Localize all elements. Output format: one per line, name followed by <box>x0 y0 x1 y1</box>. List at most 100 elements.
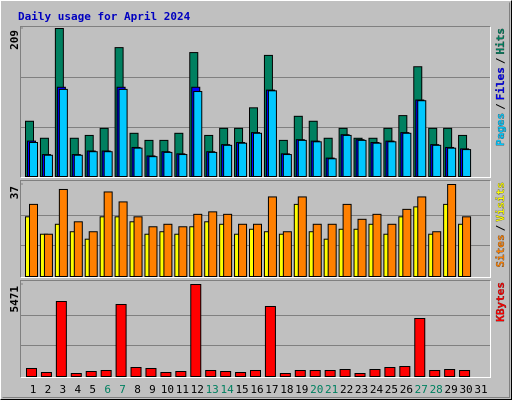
bar <box>58 188 68 277</box>
bar <box>429 369 441 377</box>
x-tick-label: 26 <box>400 383 413 396</box>
bar <box>160 371 172 377</box>
bar <box>250 369 261 377</box>
legend-entry: Sites <box>494 234 507 267</box>
x-tick-label: 14 <box>221 383 235 396</box>
panel <box>20 280 491 378</box>
legend-entry: Visits <box>494 182 507 222</box>
y-tick-label: 37 <box>8 186 21 199</box>
bar <box>55 301 67 377</box>
legend-entry: Pages <box>494 113 507 146</box>
legend-entry: Hits <box>494 28 507 55</box>
bar <box>145 367 157 377</box>
bar <box>238 142 248 177</box>
bar <box>387 141 397 177</box>
x-tick-label: 19 <box>295 383 308 396</box>
bar <box>88 151 98 178</box>
x-tick-label: 11 <box>176 383 189 396</box>
legend: KBytes <box>494 282 507 322</box>
panel-highlight <box>20 180 491 278</box>
bar <box>235 371 247 377</box>
bar <box>327 158 337 177</box>
x-tick-label: 15 <box>235 383 248 396</box>
bar <box>148 226 158 277</box>
bar <box>133 147 143 177</box>
x-tick-label: 3 <box>60 383 67 396</box>
bar <box>282 154 292 178</box>
x-tick-label: 2 <box>45 383 52 396</box>
bar <box>193 213 203 278</box>
bar <box>447 147 457 177</box>
bar <box>297 139 307 177</box>
x-tick-label: 24 <box>370 383 384 396</box>
bar <box>208 151 218 178</box>
chart-title: Daily usage for April 2024 <box>18 10 191 23</box>
bar <box>369 369 381 378</box>
bar <box>279 373 291 378</box>
x-tick-label: 1 <box>30 383 37 396</box>
x-tick-label: 9 <box>149 383 156 396</box>
bar <box>372 142 382 177</box>
bar <box>118 88 128 177</box>
bar <box>88 231 98 277</box>
bar <box>297 196 307 277</box>
bar <box>148 156 158 177</box>
bar <box>118 201 128 278</box>
x-tick-label: 20 <box>310 383 323 396</box>
bar <box>417 196 427 277</box>
x-tick-label: 17 <box>265 383 278 396</box>
bar <box>205 369 217 377</box>
x-tick-label: 12 <box>191 383 204 396</box>
x-tick-label: 28 <box>430 383 443 396</box>
bar <box>43 233 53 278</box>
bar <box>178 154 188 178</box>
x-tick-label: 4 <box>74 383 81 396</box>
bar <box>384 367 396 378</box>
y-tick-label: 209 <box>8 30 21 50</box>
legend-separator: / <box>494 224 507 231</box>
bar <box>327 223 337 277</box>
bar <box>462 216 472 277</box>
bar <box>432 231 442 277</box>
bar <box>100 369 112 377</box>
panel-highlight <box>20 280 491 378</box>
x-tick-label: 29 <box>445 383 458 396</box>
x-tick-label: 21 <box>325 383 338 396</box>
bar <box>73 154 83 177</box>
bar <box>223 144 233 177</box>
bar <box>58 88 68 177</box>
bar <box>312 223 322 277</box>
bar <box>447 184 457 277</box>
legend-entry: KBytes <box>494 282 507 322</box>
x-tick-label: 30 <box>459 383 472 396</box>
bar <box>175 371 187 378</box>
x-tick-label: 31 <box>474 383 487 396</box>
bar <box>190 284 202 377</box>
y-tick-label: 5471 <box>8 286 21 313</box>
bar <box>402 132 412 178</box>
bar <box>29 142 38 177</box>
panel-highlight <box>20 26 491 178</box>
x-tick-label: 23 <box>355 383 368 396</box>
bar <box>130 367 142 378</box>
bar <box>208 211 218 277</box>
bar <box>70 373 82 378</box>
bar <box>26 367 37 377</box>
bar <box>282 231 292 277</box>
legend-separator: / <box>494 103 507 110</box>
bar <box>342 134 352 177</box>
x-tick-label: 27 <box>415 383 428 396</box>
bar <box>40 371 52 377</box>
bar <box>414 318 426 378</box>
bar <box>444 369 456 378</box>
bar <box>432 144 442 177</box>
bar <box>462 149 472 178</box>
bar <box>399 366 411 377</box>
bar <box>357 139 367 177</box>
legend: Sites / Visits <box>494 182 507 268</box>
bar <box>402 208 412 277</box>
bar <box>238 223 248 277</box>
x-tick-label: 8 <box>134 383 141 396</box>
bar <box>133 216 143 277</box>
